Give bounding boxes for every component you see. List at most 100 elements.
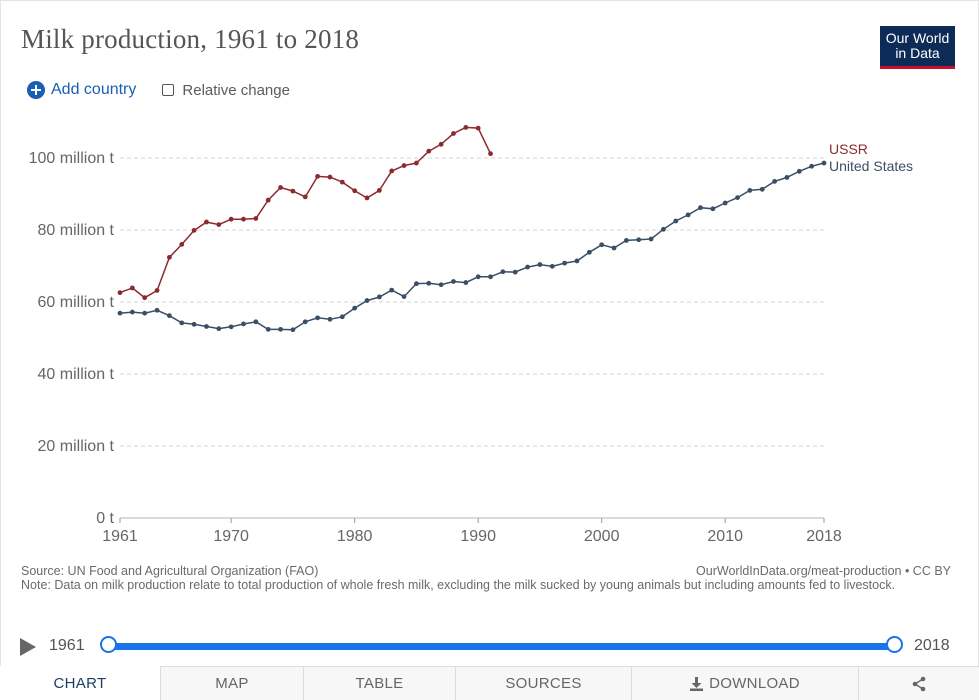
data-point	[784, 175, 790, 180]
source-text: Source: UN Food and Agricultural Organiz…	[21, 564, 319, 578]
data-point	[475, 274, 481, 280]
data-point	[599, 242, 605, 248]
data-point	[302, 319, 308, 325]
data-point	[327, 174, 333, 180]
data-point	[475, 125, 481, 131]
data-point	[821, 160, 827, 166]
relative-change-label: Relative change	[182, 81, 290, 99]
data-point	[673, 218, 679, 224]
source-url[interactable]: OurWorldInData.org/meat-production • CC …	[696, 564, 951, 578]
source-note: Note: Data on milk production relate to …	[21, 578, 896, 592]
timeline-track[interactable]	[107, 643, 895, 650]
data-point	[265, 326, 271, 332]
data-point	[302, 194, 308, 200]
data-point	[339, 179, 345, 185]
data-point	[117, 310, 123, 316]
data-point	[364, 195, 370, 201]
data-point	[117, 290, 123, 296]
series-ussr	[117, 125, 493, 301]
data-point	[228, 216, 234, 222]
download-icon	[690, 676, 704, 691]
logo-bar	[880, 66, 955, 69]
data-point	[142, 310, 148, 316]
data-point	[376, 294, 382, 300]
data-point	[710, 206, 716, 212]
data-point	[574, 258, 580, 264]
data-point	[142, 295, 148, 301]
data-point	[796, 168, 802, 174]
timeline-end-label: 2018	[914, 637, 950, 654]
timeline: 1961 2018	[0, 630, 979, 662]
data-point	[648, 236, 654, 242]
x-tick-label: 1980	[337, 528, 373, 545]
series-united-states	[117, 160, 827, 333]
relative-change-checkbox[interactable]	[162, 84, 175, 96]
data-point	[352, 188, 358, 194]
play-icon[interactable]	[20, 638, 36, 656]
series-line	[119, 162, 825, 331]
data-point	[772, 179, 777, 184]
chart-controls: Add country Relative change	[27, 80, 290, 100]
data-point	[512, 269, 518, 275]
data-point	[414, 281, 419, 287]
y-tick-label: 60 million t	[38, 294, 115, 311]
data-point	[216, 326, 222, 332]
timeline-start-handle[interactable]	[100, 636, 117, 653]
data-point	[488, 274, 493, 280]
data-point	[167, 313, 172, 319]
relative-change-toggle[interactable]: Relative change	[162, 82, 290, 99]
data-point	[586, 249, 592, 255]
data-point	[191, 321, 197, 327]
data-point	[463, 125, 469, 130]
data-point	[241, 216, 246, 222]
data-point	[500, 269, 506, 275]
x-tick-label: 2010	[707, 528, 743, 545]
y-tick-label: 80 million t	[38, 222, 115, 239]
data-point	[759, 186, 765, 192]
page-title: Milk production, 1961 to 2018	[21, 24, 360, 54]
owid-logo[interactable]: Our World in Data	[880, 26, 955, 69]
data-point	[401, 294, 407, 299]
plus-circle-icon	[27, 81, 45, 99]
tab-table[interactable]: TABLE	[303, 666, 455, 700]
data-point	[426, 148, 432, 154]
logo-line-1: Our World	[885, 30, 950, 46]
download-label: DOWNLOAD	[709, 675, 800, 692]
data-point	[451, 279, 456, 284]
data-point	[623, 238, 629, 243]
data-point	[216, 222, 222, 228]
timeline-end-handle[interactable]	[886, 636, 903, 653]
data-point	[241, 321, 246, 327]
x-tick-label: 1961	[102, 528, 138, 545]
data-point	[685, 212, 691, 218]
legend-label: United States	[829, 158, 913, 174]
data-point	[253, 319, 259, 325]
data-point	[426, 280, 432, 286]
y-tick-label: 40 million t	[38, 366, 115, 383]
timeline-start-label: 1961	[49, 637, 85, 654]
x-tick-label: 1970	[213, 528, 249, 545]
series-layer	[117, 125, 827, 333]
tab-map[interactable]: MAP	[160, 666, 303, 700]
data-point	[327, 316, 333, 322]
series-line	[119, 126, 492, 299]
data-point	[204, 219, 209, 225]
tab-chart[interactable]: CHART	[0, 666, 160, 700]
tab-bar: CHART MAP TABLE SOURCES DOWNLOAD	[0, 666, 979, 700]
data-point	[129, 309, 135, 315]
data-point	[698, 205, 703, 211]
data-point	[389, 168, 395, 174]
tab-sources[interactable]: SOURCES	[455, 666, 631, 700]
data-point	[129, 285, 135, 291]
tab-download[interactable]: DOWNLOAD	[631, 666, 858, 700]
x-axis: 1961 1970 1980 1990 2000 2010 2018	[102, 517, 842, 545]
data-point	[290, 327, 296, 333]
tab-share[interactable]	[858, 666, 979, 700]
data-point	[228, 324, 234, 330]
data-point	[352, 305, 358, 311]
add-country-button[interactable]: Add country	[27, 81, 136, 99]
data-point	[204, 324, 209, 329]
data-point	[809, 163, 815, 169]
data-point	[290, 188, 296, 194]
